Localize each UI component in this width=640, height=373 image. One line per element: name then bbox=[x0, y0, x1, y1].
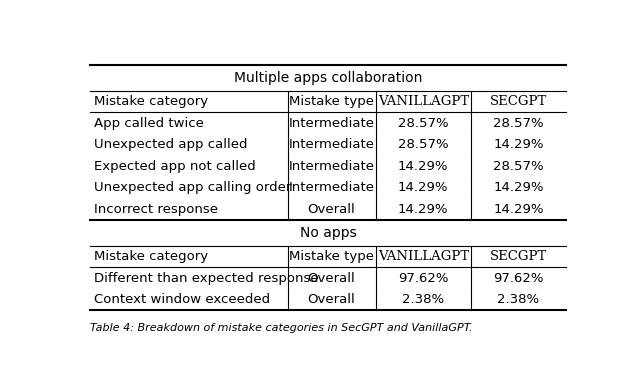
Text: 14.29%: 14.29% bbox=[493, 138, 544, 151]
Text: 2.38%: 2.38% bbox=[497, 293, 540, 306]
Text: 28.57%: 28.57% bbox=[493, 160, 544, 173]
Text: Intermediate: Intermediate bbox=[289, 181, 374, 194]
Text: Overall: Overall bbox=[308, 203, 355, 216]
Text: Overall: Overall bbox=[308, 293, 355, 306]
Text: 14.29%: 14.29% bbox=[398, 181, 449, 194]
Text: 28.57%: 28.57% bbox=[398, 138, 449, 151]
Text: 97.62%: 97.62% bbox=[493, 272, 544, 285]
Text: Unexpected app called: Unexpected app called bbox=[94, 138, 248, 151]
Text: 97.62%: 97.62% bbox=[398, 272, 449, 285]
Text: Intermediate: Intermediate bbox=[289, 160, 374, 173]
Text: Overall: Overall bbox=[308, 272, 355, 285]
Text: 28.57%: 28.57% bbox=[398, 116, 449, 129]
Text: SECGPT: SECGPT bbox=[490, 250, 547, 263]
Text: Unexpected app calling order: Unexpected app calling order bbox=[94, 181, 291, 194]
Text: VANILLAGPT: VANILLAGPT bbox=[378, 95, 468, 108]
Text: Incorrect response: Incorrect response bbox=[94, 203, 218, 216]
Text: Multiple apps collaboration: Multiple apps collaboration bbox=[234, 71, 422, 85]
Text: Expected app not called: Expected app not called bbox=[94, 160, 255, 173]
Text: Intermediate: Intermediate bbox=[289, 116, 374, 129]
Text: 2.38%: 2.38% bbox=[402, 293, 444, 306]
Text: Mistake category: Mistake category bbox=[94, 95, 208, 108]
Text: Different than expected response: Different than expected response bbox=[94, 272, 319, 285]
Text: 14.29%: 14.29% bbox=[493, 181, 544, 194]
Text: Mistake type: Mistake type bbox=[289, 95, 374, 108]
Text: Context window exceeded: Context window exceeded bbox=[94, 293, 270, 306]
Text: Table 4: Breakdown of mistake categories in SecGPT and VanillaGPT.: Table 4: Breakdown of mistake categories… bbox=[90, 323, 472, 333]
Text: No apps: No apps bbox=[300, 226, 356, 240]
Text: 14.29%: 14.29% bbox=[493, 203, 544, 216]
Text: VANILLAGPT: VANILLAGPT bbox=[378, 250, 468, 263]
Text: Intermediate: Intermediate bbox=[289, 138, 374, 151]
Text: 28.57%: 28.57% bbox=[493, 116, 544, 129]
Text: 14.29%: 14.29% bbox=[398, 160, 449, 173]
Text: SECGPT: SECGPT bbox=[490, 95, 547, 108]
Text: Mistake type: Mistake type bbox=[289, 250, 374, 263]
Text: App called twice: App called twice bbox=[94, 116, 204, 129]
Text: Mistake category: Mistake category bbox=[94, 250, 208, 263]
Text: 14.29%: 14.29% bbox=[398, 203, 449, 216]
